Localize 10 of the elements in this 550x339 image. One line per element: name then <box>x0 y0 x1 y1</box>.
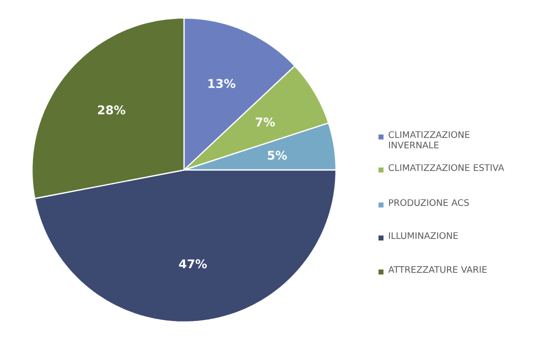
legend-label: CLIMATIZZAZIONE ESTIVA <box>388 164 504 171</box>
data-label: 47% <box>179 259 207 268</box>
legend-label: CLIMATIZZAZIONE INVERNALE <box>388 131 470 148</box>
data-label: 28% <box>98 105 126 114</box>
data-label: 5% <box>268 150 287 160</box>
legend-label: PRODUZIONE ACS <box>389 199 469 206</box>
data-label: 13% <box>208 78 236 88</box>
legend-label: ILLUMINAZIONE <box>389 232 458 239</box>
data-label: 7% <box>256 118 275 127</box>
legend-label: ATTREZZATURE VARIE <box>388 266 487 273</box>
